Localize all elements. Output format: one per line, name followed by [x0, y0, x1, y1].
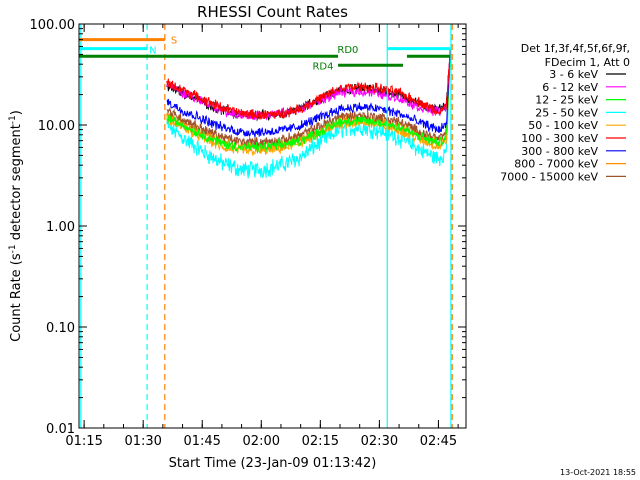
legend-header-line: Det 1f,3f,4f,5f,6f,9f, — [521, 42, 630, 55]
series-line — [166, 55, 451, 138]
series-line — [166, 48, 451, 122]
x-tick-label: 02:15 — [302, 434, 339, 449]
y-tick-label: 100.00 — [30, 18, 76, 33]
x-axis-label: Start Time (23-Jan-09 01:13:42) — [169, 456, 377, 471]
series-layer — [166, 48, 451, 179]
legend-header-line: FDecim 1, Att 0 — [545, 56, 630, 69]
series-line — [166, 49, 451, 120]
x-tick-label: 02:00 — [243, 434, 280, 449]
flag-label: S — [171, 36, 177, 47]
legend-entry-label: 100 - 300 keV — [521, 132, 598, 145]
y-tick-label: 1.00 — [46, 220, 75, 235]
legend-entry-label: 25 - 50 keV — [535, 106, 598, 119]
x-tick-label: 01:30 — [124, 434, 161, 449]
legend-entry-label: 3 - 6 keV — [549, 68, 598, 81]
y-tick-label: 10.00 — [38, 119, 75, 134]
y-tick-label: 0.01 — [46, 422, 75, 437]
legend-entry-label: 50 - 100 keV — [528, 119, 598, 132]
y-axis-label-sup: -1 — [8, 244, 18, 253]
y-axis-label-part: Count Rate (s — [9, 253, 24, 342]
x-tick-label: 02:30 — [361, 434, 398, 449]
flag-label: RD0 — [337, 45, 358, 56]
x-tick-label: 01:15 — [65, 434, 102, 449]
legend-entry-label: 6 - 12 keV — [542, 81, 598, 94]
overlay-layer: S N RD0 RD4 — [79, 24, 453, 428]
y-axis-label-part: detector segment — [9, 124, 24, 244]
flag-label: N — [149, 46, 156, 57]
series-line — [166, 59, 451, 154]
y-axis-label: Count Rate (s-1 detector segment-1) — [8, 110, 24, 342]
y-axis-label-sup: -1 — [8, 115, 18, 124]
generation-timestamp: 13-Oct-2021 18:55 — [560, 468, 636, 477]
legend-entry-label: 300 - 800 keV — [521, 145, 598, 158]
plot-frame — [78, 23, 467, 429]
y-tick-label: 0.10 — [46, 321, 75, 336]
series-line — [166, 49, 451, 156]
legend-entry-label: 7000 - 15000 keV — [500, 170, 598, 183]
legend: Det 1f,3f,4f,5f,6f,9f, FDecim 1, Att 0 3… — [500, 42, 630, 183]
flag-label: RD4 — [312, 61, 333, 72]
axes-layer: 0.01 0.10 1.00 10.00 100.00 01:15 01:30 01:45 02… — [30, 18, 466, 449]
chart-title: RHESSI Count Rates — [197, 3, 348, 21]
x-tick-label: 02:45 — [420, 434, 457, 449]
legend-entry-label: 800 - 7000 keV — [514, 158, 598, 171]
x-tick-label: 01:45 — [183, 434, 220, 449]
legend-entry-label: 12 - 25 keV — [535, 94, 598, 107]
y-axis-label-part: ) — [9, 110, 24, 115]
series-line — [166, 51, 451, 121]
